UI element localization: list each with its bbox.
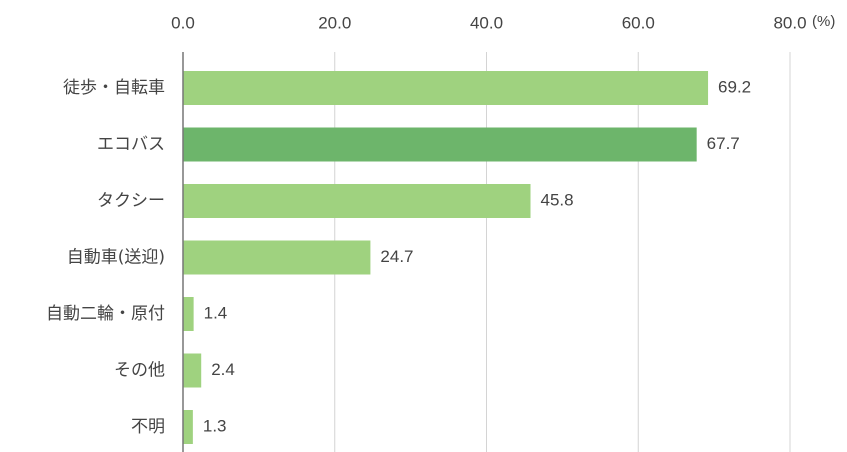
y-tick-label: 自動車(送迎) [67, 248, 165, 268]
x-tick-label: 40.0 [470, 13, 503, 32]
x-tick-label: 80.0 [773, 13, 806, 32]
y-tick-label: 徒歩・自転車 [63, 78, 165, 98]
value-label: 67.7 [707, 134, 740, 153]
x-tick-label: 20.0 [318, 13, 351, 32]
bar [183, 410, 193, 444]
value-label: 1.4 [204, 303, 228, 322]
value-label: 1.3 [203, 416, 227, 435]
y-tick-label: エコバス [97, 135, 165, 155]
x-unit: (%) [812, 13, 835, 30]
x-tick-label: 0.0 [171, 13, 195, 32]
bar [183, 240, 371, 275]
bar [183, 184, 531, 218]
value-label: 2.4 [211, 360, 235, 379]
value-label: 45.8 [541, 190, 574, 209]
bar [183, 297, 194, 331]
y-tick-label: タクシー [97, 191, 165, 211]
value-label: 69.2 [718, 77, 751, 96]
bar [183, 353, 202, 388]
y-tick-label: 不明 [131, 417, 165, 437]
bar [183, 127, 697, 162]
y-tick-label: 自動二輪・原付 [46, 304, 165, 324]
y-tick-label: その他 [114, 361, 165, 381]
value-label: 24.7 [380, 247, 413, 266]
bar [183, 71, 709, 105]
x-tick-label: 60.0 [622, 13, 655, 32]
